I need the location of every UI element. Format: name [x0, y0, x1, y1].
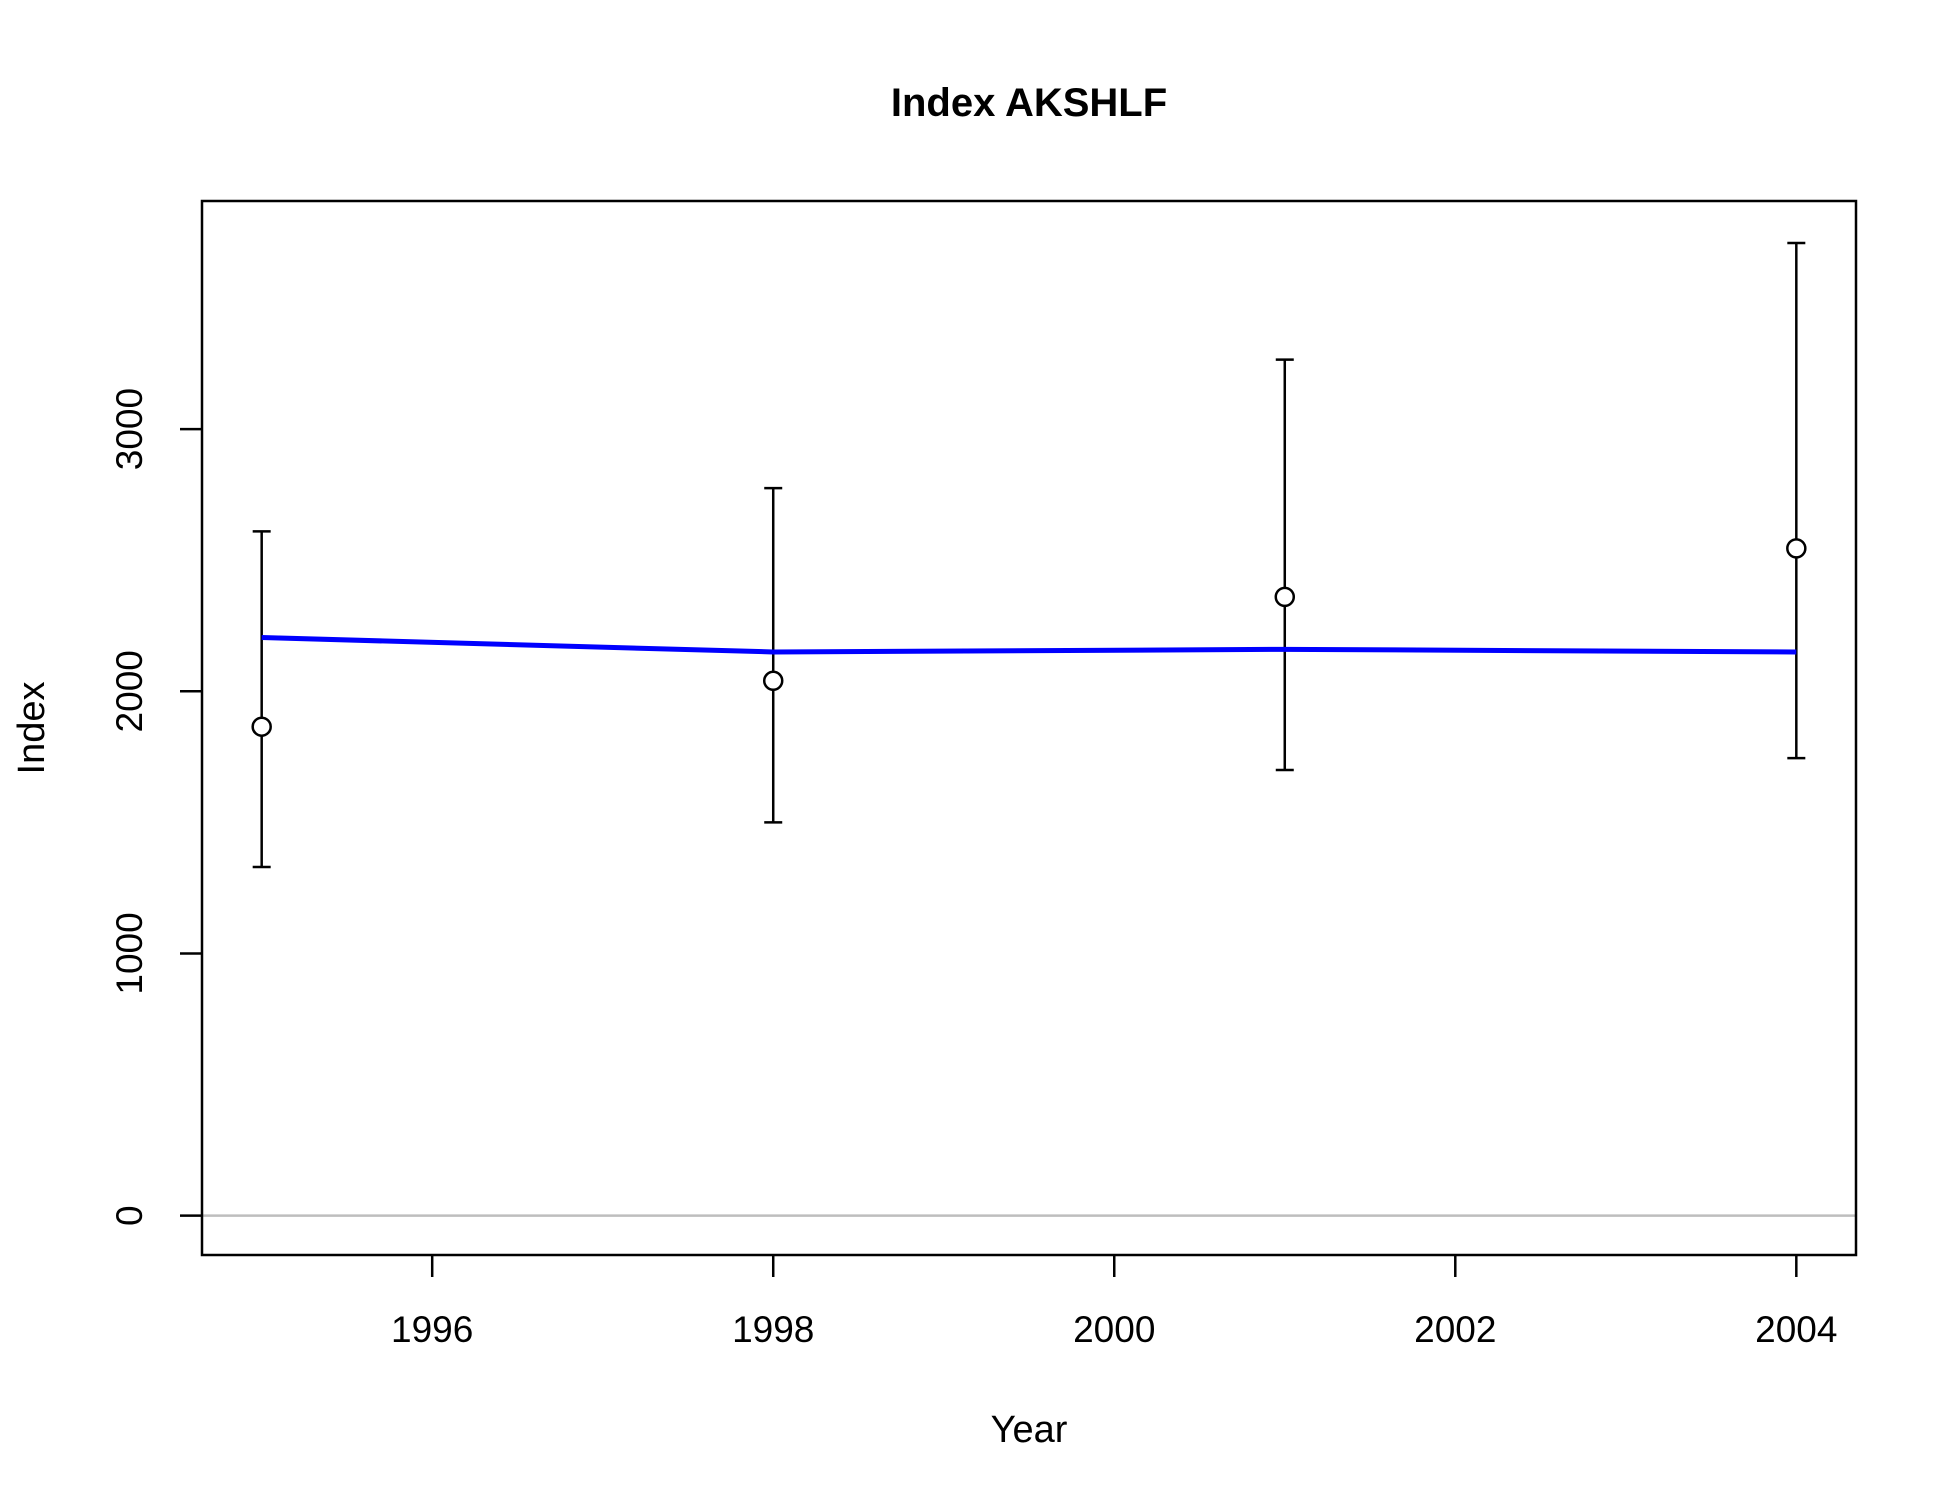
x-tick-label: 2002: [1414, 1309, 1496, 1350]
observed-point: [762, 670, 784, 692]
x-axis-label: Year: [991, 1409, 1068, 1451]
y-axis-label: Index: [11, 682, 53, 775]
chart-title: Index AKSHLF: [891, 81, 1167, 125]
y-tick-label: 3000: [109, 388, 150, 470]
errorbar-layer: [252, 241, 1806, 869]
y-tick-label: 2000: [109, 650, 150, 732]
axis-layer: 1996 1998 2000 2002 2004 0 1000 2000 3000: [109, 388, 1837, 1350]
line-layer: [261, 635, 1797, 655]
x-tick-label: 1996: [391, 1309, 473, 1350]
point-layer: [251, 538, 1807, 737]
y-tick-label: 0: [109, 1205, 150, 1226]
expected-line: [261, 635, 1797, 655]
observed-point: [251, 716, 272, 737]
observed-point: [1786, 538, 1807, 559]
observed-point: [1274, 586, 1296, 608]
x-tick-label: 1998: [732, 1309, 814, 1350]
y-tick-label: 1000: [109, 912, 150, 994]
x-tick-label: 2000: [1073, 1309, 1155, 1350]
x-tick-label: 2004: [1755, 1309, 1837, 1350]
plot-frame: [200, 199, 1858, 1257]
